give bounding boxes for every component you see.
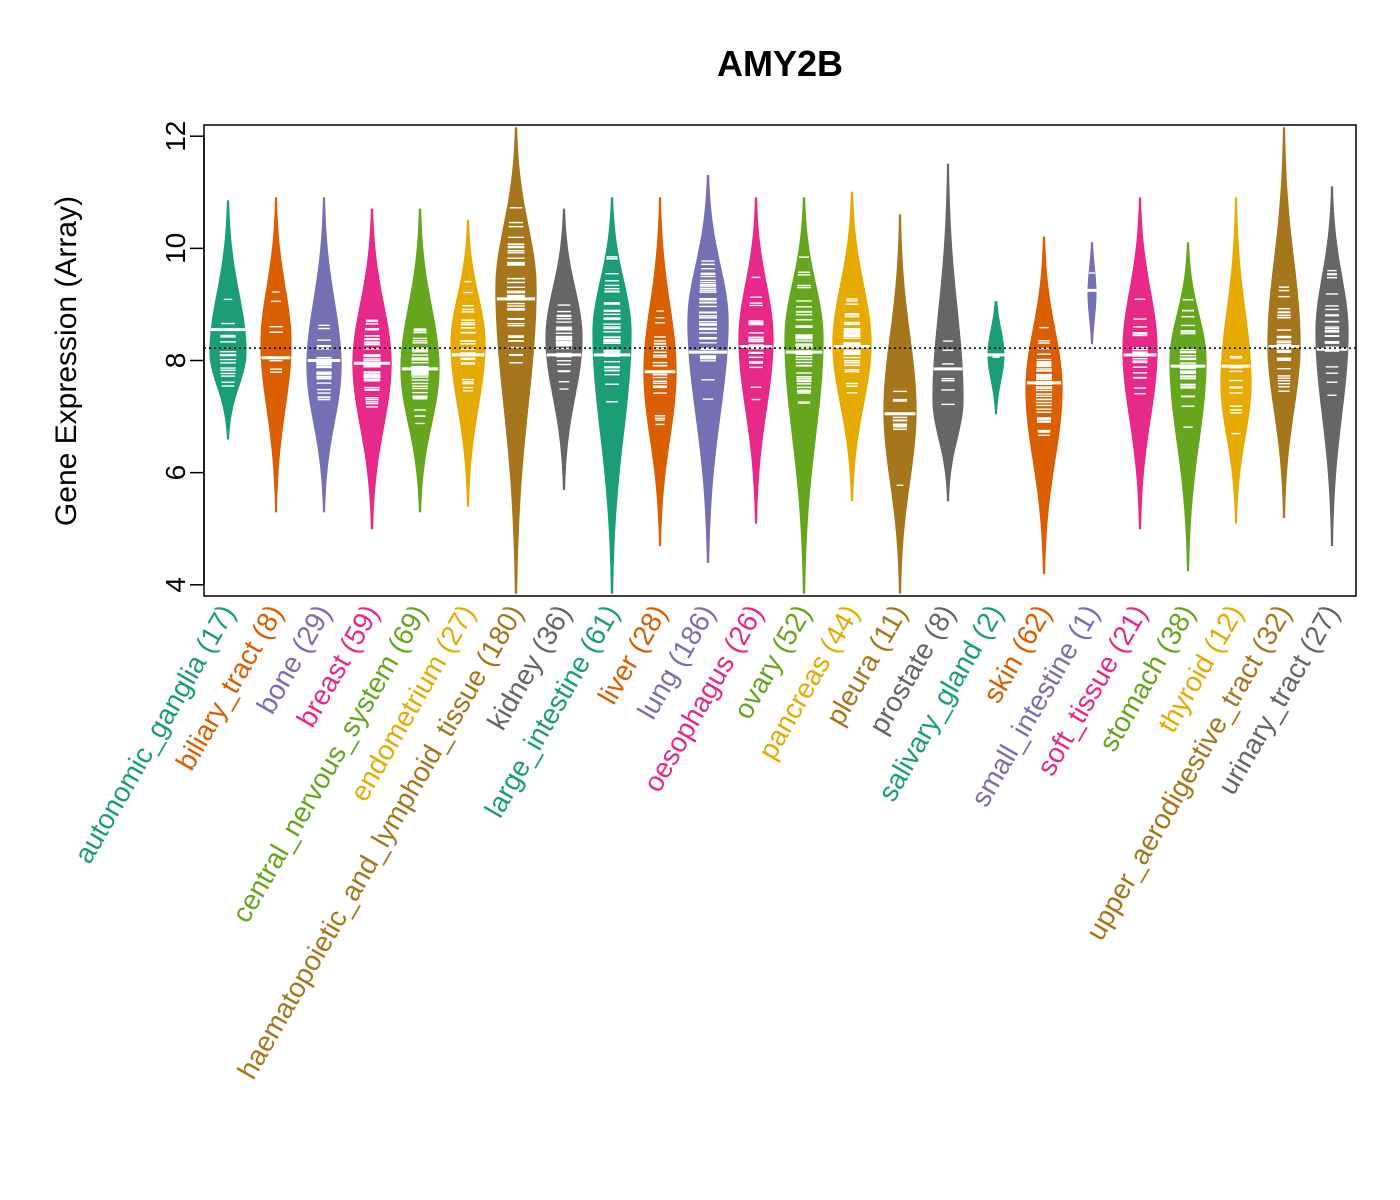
y-tick-label: 12 bbox=[160, 121, 191, 152]
bean-lung bbox=[687, 175, 729, 563]
bean-pancreas bbox=[832, 191, 872, 502]
bean-stomach bbox=[1169, 242, 1207, 572]
bean-prostate bbox=[932, 163, 964, 502]
plot-border bbox=[203, 124, 1357, 597]
chart-title: AMY2B bbox=[717, 43, 843, 84]
bean-thyroid bbox=[1220, 197, 1252, 524]
bean-urinary-tract bbox=[1315, 186, 1349, 546]
y-tick-label: 6 bbox=[160, 465, 191, 481]
bean-bone bbox=[306, 197, 342, 513]
bean-soft-tissue bbox=[1122, 197, 1158, 530]
bean-biliary-tract bbox=[260, 197, 292, 513]
bean-breast bbox=[352, 208, 392, 530]
bean-ovary bbox=[784, 197, 824, 594]
bean-central-nervous-system bbox=[400, 208, 440, 513]
bean-salivary-gland bbox=[986, 301, 1006, 415]
bean-kidney bbox=[545, 208, 583, 490]
bean-upper-aerodigestive-tract bbox=[1267, 127, 1301, 518]
bean-oesophagus bbox=[738, 197, 774, 524]
y-tick-label: 10 bbox=[160, 233, 191, 264]
y-tick-label: 4 bbox=[160, 577, 191, 593]
bean-endometrium bbox=[450, 219, 486, 507]
y-axis-label: Gene Expression (Array) bbox=[50, 196, 83, 526]
bean-small-intestine bbox=[1082, 242, 1102, 345]
bean-skin bbox=[1025, 236, 1063, 575]
y-tick-label: 8 bbox=[160, 353, 191, 369]
bean-pleura bbox=[883, 214, 917, 594]
bean-large-intestine bbox=[592, 197, 632, 594]
bean-liver bbox=[643, 197, 677, 546]
bean-haematopoietic-and-lymphoid-tissue bbox=[495, 127, 537, 594]
bean-autonomic-ganglia bbox=[209, 200, 247, 440]
